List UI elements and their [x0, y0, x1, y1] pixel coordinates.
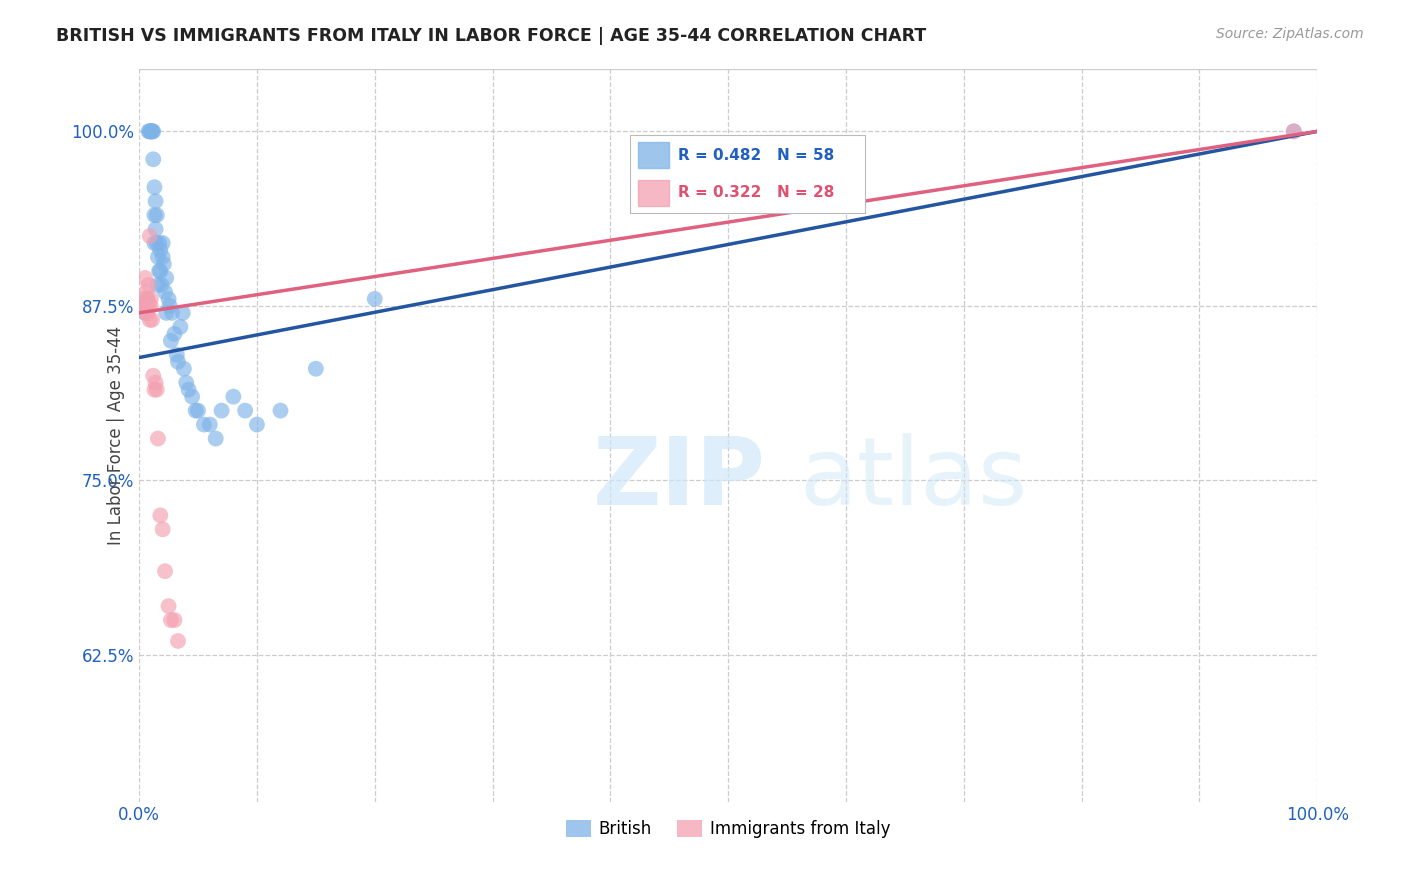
Bar	[637, 179, 669, 205]
Point	[222, 390, 245, 404]
Point	[136, 306, 159, 320]
Point	[198, 417, 221, 432]
Point	[142, 124, 165, 138]
Point	[148, 235, 170, 250]
Y-axis label: In Labor Force | Age 35-44: In Labor Force | Age 35-44	[107, 326, 125, 545]
FancyBboxPatch shape	[630, 136, 865, 212]
Point	[142, 153, 165, 167]
Point	[269, 403, 291, 417]
Point	[141, 124, 163, 138]
Point	[193, 417, 215, 432]
Point	[143, 235, 166, 250]
Point	[150, 277, 173, 292]
Point	[146, 208, 169, 222]
Point	[149, 243, 172, 257]
Point	[138, 299, 160, 313]
Point	[135, 299, 157, 313]
Point	[145, 222, 167, 236]
Text: R = 0.322: R = 0.322	[678, 185, 762, 200]
Point	[187, 403, 209, 417]
Point	[139, 124, 162, 138]
Point	[153, 257, 176, 271]
Text: ZIP: ZIP	[593, 433, 766, 525]
Point	[155, 306, 177, 320]
Point	[149, 508, 172, 523]
Legend: British, Immigrants from Italy: British, Immigrants from Italy	[558, 813, 897, 845]
Text: Source: ZipAtlas.com: Source: ZipAtlas.com	[1216, 27, 1364, 41]
Point	[141, 313, 163, 327]
Point	[143, 383, 166, 397]
Point	[136, 292, 159, 306]
Point	[167, 355, 190, 369]
Point	[169, 319, 191, 334]
Point	[305, 361, 328, 376]
Point	[138, 313, 160, 327]
Text: N = 28: N = 28	[776, 185, 834, 200]
Point	[145, 194, 167, 209]
Point	[159, 299, 181, 313]
Point	[134, 299, 156, 313]
Text: R = 0.482: R = 0.482	[678, 148, 762, 163]
Point	[146, 235, 169, 250]
Point	[157, 292, 180, 306]
Point	[1282, 124, 1305, 138]
Point	[146, 250, 169, 264]
Point	[145, 376, 167, 390]
Point	[134, 306, 156, 320]
Point	[143, 180, 166, 194]
Point	[364, 292, 387, 306]
Point	[131, 292, 153, 306]
Point	[160, 613, 183, 627]
Point	[141, 124, 163, 138]
Point	[204, 432, 226, 446]
Point	[1282, 124, 1305, 138]
Point	[163, 326, 186, 341]
Point	[184, 403, 207, 417]
Point	[157, 599, 180, 613]
Point	[138, 124, 160, 138]
Point	[134, 306, 156, 320]
Point	[139, 124, 162, 138]
Point	[152, 522, 174, 536]
Text: atlas: atlas	[799, 433, 1028, 525]
Point	[181, 390, 204, 404]
Point	[134, 271, 156, 285]
Point	[172, 306, 194, 320]
Point	[166, 348, 188, 362]
Text: N = 58: N = 58	[776, 148, 834, 163]
Point	[149, 264, 172, 278]
Text: BRITISH VS IMMIGRANTS FROM ITALY IN LABOR FORCE | AGE 35-44 CORRELATION CHART: BRITISH VS IMMIGRANTS FROM ITALY IN LABO…	[56, 27, 927, 45]
Point	[163, 613, 186, 627]
Point	[138, 229, 160, 244]
Bar	[637, 143, 669, 169]
Point	[139, 292, 162, 306]
Point	[132, 299, 155, 313]
Point	[211, 403, 233, 417]
Point	[138, 277, 160, 292]
Point	[153, 564, 176, 578]
Point	[160, 334, 183, 348]
Point	[153, 285, 176, 299]
Point	[246, 417, 269, 432]
Point	[233, 403, 256, 417]
Point	[135, 285, 157, 299]
Point	[167, 634, 190, 648]
Point	[177, 383, 200, 397]
Point	[155, 271, 177, 285]
Point	[152, 250, 174, 264]
Point	[148, 264, 170, 278]
Point	[139, 124, 162, 138]
Point	[136, 292, 159, 306]
Point	[174, 376, 197, 390]
Point	[138, 124, 160, 138]
Point	[173, 361, 195, 376]
Point	[152, 235, 174, 250]
Point	[146, 432, 169, 446]
Point	[146, 383, 169, 397]
Point	[143, 208, 166, 222]
Point	[146, 277, 169, 292]
Point	[139, 299, 162, 313]
Point	[160, 306, 183, 320]
Point	[142, 368, 165, 383]
